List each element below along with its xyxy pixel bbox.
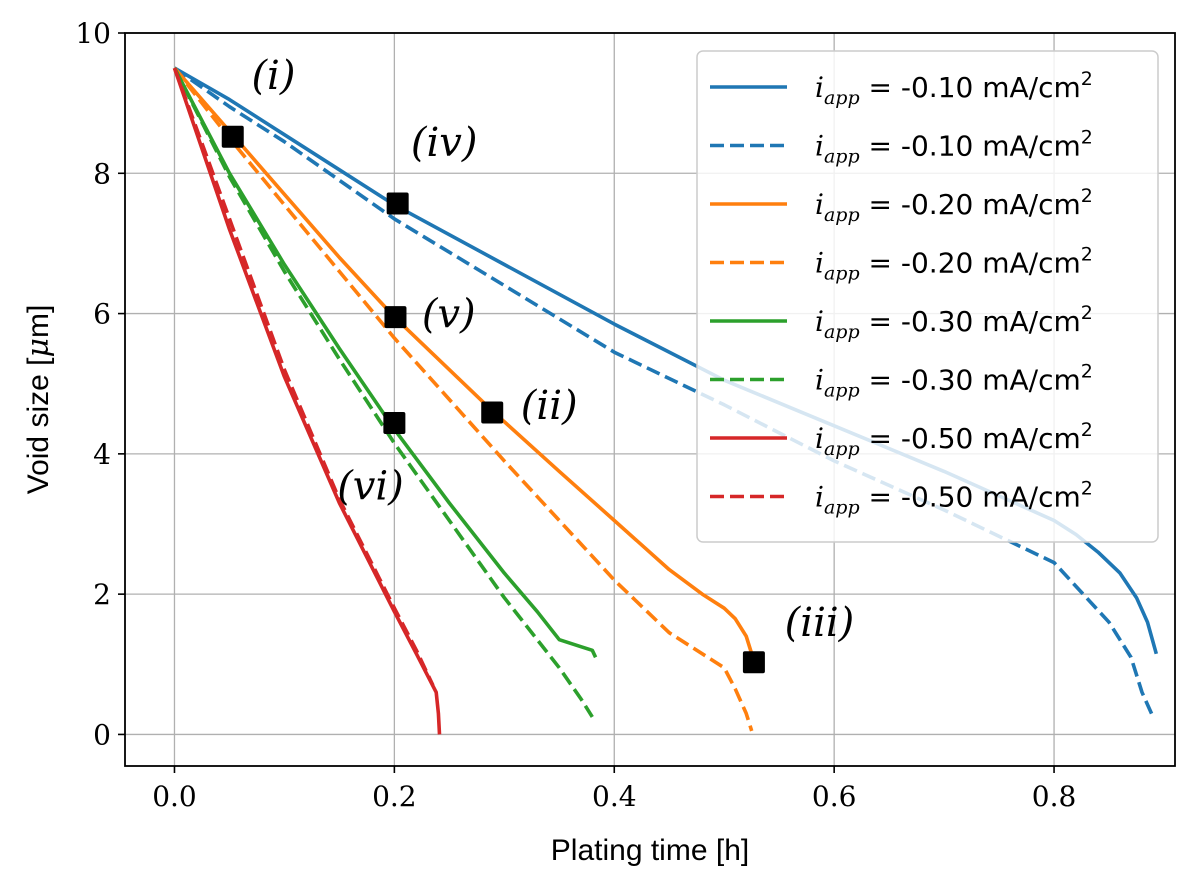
x-tick-label: 0.0 <box>152 780 197 813</box>
tick-layer: 0.0 0.2 0.4 0.6 0.8 0 2 4 6 8 10 <box>75 17 1076 813</box>
annotation-label: (iii) <box>785 600 855 646</box>
legend-symbol: i <box>815 305 824 338</box>
legend-symbol: i <box>815 71 824 104</box>
y-axis-label-mu: μ <box>21 338 56 358</box>
legend-entry-label: iapp = -0.10 mA/cm2 <box>815 68 1093 109</box>
legend-superscript: 2 <box>1081 127 1093 149</box>
legend-entry-label: iapp = -0.50 mA/cm2 <box>815 478 1093 519</box>
y-tick-label: 10 <box>75 17 111 50</box>
annotation-layer: (i) (iv) (v) (ii) (vi) (iii) <box>251 53 854 646</box>
legend-value: -0.10 mA/cm <box>901 130 1081 163</box>
legend-entry-label: iapp = -0.20 mA/cm2 <box>815 185 1093 226</box>
y-axis-label-text: Void size [ <box>22 357 55 494</box>
legend-subscript: app <box>824 263 860 285</box>
annotation-label: (iv) <box>411 120 478 166</box>
legend-equals: = <box>860 130 901 163</box>
annotation-label: (v) <box>422 292 476 338</box>
legend-equals: = <box>860 305 901 338</box>
legend-symbol: i <box>815 247 824 280</box>
legend-subscript: app <box>824 146 860 168</box>
series-line-7 <box>172 67 442 735</box>
legend-value: -0.20 mA/cm <box>901 188 1081 221</box>
plot-frame <box>124 32 1176 767</box>
x-tick-label: 0.4 <box>592 780 637 813</box>
legend-subscript: app <box>824 497 860 519</box>
series-line-3 <box>173 66 756 662</box>
series-line-8 <box>172 67 435 687</box>
legend-superscript: 2 <box>1081 361 1093 383</box>
legend-value: -0.30 mA/cm <box>901 364 1081 397</box>
data-marker <box>221 125 244 148</box>
legend-subscript: app <box>824 380 860 402</box>
legend-subscript: app <box>824 204 860 226</box>
x-axis-label: Plating time [h] <box>551 834 749 867</box>
legend-equals: = <box>860 247 901 280</box>
legend-value: -0.30 mA/cm <box>901 305 1081 338</box>
legend-equals: = <box>860 188 901 221</box>
y-tick-label: 4 <box>93 438 111 471</box>
legend-equals: = <box>860 481 901 514</box>
legend-symbol: i <box>815 130 824 163</box>
legend-entry-label: iapp = -0.20 mA/cm2 <box>815 244 1093 285</box>
y-tick-label: 8 <box>93 157 111 190</box>
series-line-4 <box>173 66 754 732</box>
data-marker <box>481 401 504 424</box>
annotation-label: (vi) <box>337 463 404 509</box>
x-tick-label: 0.8 <box>1032 780 1077 813</box>
legend-entry-label: iapp = -0.10 mA/cm2 <box>815 127 1093 168</box>
annotation-label: (ii) <box>521 383 578 429</box>
legend-subscript: app <box>824 321 860 343</box>
annotation-label: (i) <box>251 53 295 99</box>
legend-superscript: 2 <box>1081 419 1093 441</box>
data-marker <box>386 192 409 215</box>
legend-symbol: i <box>815 364 824 397</box>
legend-equals: = <box>860 71 901 104</box>
x-tick-label: 0.2 <box>372 780 417 813</box>
x-tick-label: 0.6 <box>812 780 857 813</box>
legend-entry-label: iapp = -0.30 mA/cm2 <box>815 302 1093 343</box>
y-axis-label: Void size [μm] <box>21 305 56 495</box>
legend-equals: = <box>860 364 901 397</box>
legend-symbol: i <box>815 188 824 221</box>
legend-superscript: 2 <box>1081 478 1093 500</box>
legend-symbol: i <box>815 422 824 455</box>
legend-value: -0.50 mA/cm <box>901 481 1081 514</box>
legend-entry-label: iapp = -0.50 mA/cm2 <box>815 419 1093 460</box>
series-line-6 <box>172 67 594 718</box>
y-axis-label-unit: m] <box>22 305 55 338</box>
y-tick-label: 2 <box>93 578 111 611</box>
data-marker <box>383 411 406 434</box>
legend-value: -0.20 mA/cm <box>901 247 1081 280</box>
legend-subscript: app <box>824 438 860 460</box>
y-tick-label: 0 <box>93 718 111 751</box>
legend-box <box>696 50 1159 543</box>
data-marker <box>384 306 407 329</box>
series-line-5 <box>172 67 598 659</box>
data-marker <box>742 651 765 674</box>
legend-superscript: 2 <box>1081 244 1093 266</box>
legend-superscript: 2 <box>1081 302 1093 324</box>
legend-subscript: app <box>824 87 860 109</box>
legend-superscript: 2 <box>1081 68 1093 90</box>
legend-superscript: 2 <box>1081 185 1093 207</box>
y-tick-label: 6 <box>93 298 111 331</box>
legend-value: -0.10 mA/cm <box>901 71 1081 104</box>
legend-value: -0.50 mA/cm <box>901 422 1081 455</box>
marker-layer <box>221 125 765 674</box>
legend-entry-label: iapp = -0.30 mA/cm2 <box>815 361 1093 402</box>
legend-symbol: i <box>815 481 824 514</box>
legend-equals: = <box>860 422 901 455</box>
